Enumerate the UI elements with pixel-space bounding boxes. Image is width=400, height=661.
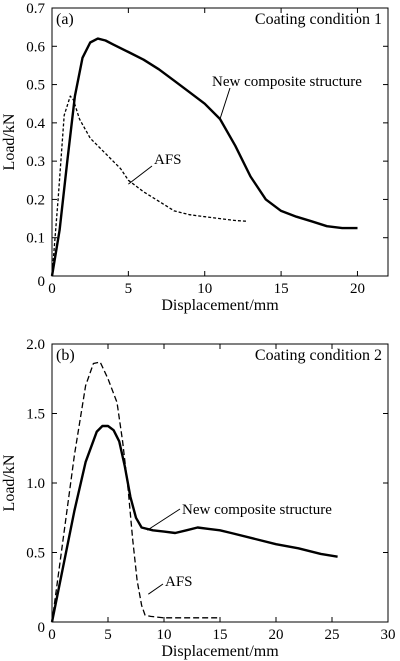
series-label: AFS <box>154 152 182 168</box>
series-line-new-composite-structure <box>50 37 358 277</box>
y-tick-label: 1.0 <box>26 476 45 492</box>
x-tick-label: 0 <box>48 627 56 643</box>
x-tick-label: 10 <box>157 627 172 643</box>
y-tick-label: 0.4 <box>26 116 45 132</box>
plot-frame <box>51 7 389 277</box>
series-label: New composite structure <box>212 74 362 90</box>
y-tick-label: 0.7 <box>26 1 45 17</box>
series-line-afs <box>51 95 248 277</box>
x-tick-label: 25 <box>325 627 340 643</box>
x-tick-label: 15 <box>274 281 289 297</box>
chart-panel-1: 0 5 10 15 20 0 0.1 0.2 0.3 0.4 0.5 0.6 0.7 Displaceme… <box>1 1 389 314</box>
x-axis-label: Displacement/mm <box>161 643 279 660</box>
y-tick-label: 0.5 <box>26 546 45 562</box>
series-line-afs <box>51 361 220 623</box>
x-tick-label: 15 <box>213 627 228 643</box>
y-tick-label: 0.5 <box>26 78 45 94</box>
y-tick-label: 0.3 <box>26 154 45 170</box>
y-tick-label: 0 <box>38 620 46 636</box>
y-tick-label: 2.0 <box>26 337 45 353</box>
x-tick-label: 0 <box>48 281 56 297</box>
y-tick-label: 0.1 <box>26 231 45 247</box>
chart-panel-2: 0 5 10 15 20 25 30 0 0.5 1.0 1.5 2.0 Displacement/mm… <box>1 337 396 660</box>
x-axis-label: Displacement/mm <box>161 297 279 314</box>
y-tick-label: 0.6 <box>26 39 45 55</box>
y-axis-label: Load/kN <box>1 113 18 170</box>
series-line-new-composite-structure <box>50 424 338 623</box>
series-label: AFS <box>165 574 193 590</box>
x-tick-label: 5 <box>104 627 112 643</box>
y-tick-label: 0.2 <box>26 192 45 208</box>
coating-condition-annotation: Coating condition 1 <box>255 11 382 28</box>
x-tick-label: 20 <box>350 281 365 297</box>
panel-label: (b) <box>56 347 75 364</box>
y-tick-label: 1.5 <box>26 407 45 423</box>
x-tick-label: 10 <box>197 281 212 297</box>
coating-condition-annotation: Coating condition 2 <box>255 347 382 364</box>
series-label-leader <box>219 87 231 120</box>
x-tick-label: 20 <box>269 627 284 643</box>
x-tick-label: 5 <box>125 281 133 297</box>
series-label-leader <box>146 508 181 531</box>
series-label: New composite structure <box>182 502 332 518</box>
x-tick-label: 30 <box>381 627 396 643</box>
plot-frame <box>51 343 389 623</box>
series-label-leader <box>128 165 153 185</box>
panel-label: (a) <box>56 11 74 28</box>
series-label-leader <box>148 583 164 595</box>
y-tick-label: 0 <box>38 274 46 290</box>
y-axis-label: Load/kN <box>1 454 18 511</box>
